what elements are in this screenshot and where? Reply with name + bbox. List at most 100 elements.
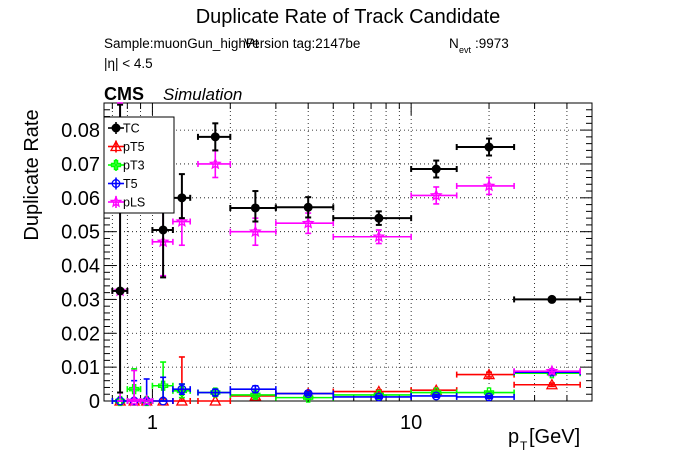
point-marker (372, 230, 386, 243)
point-marker (209, 394, 222, 406)
data-point (229, 190, 277, 223)
data-point (410, 159, 458, 179)
nevt-subscript: evt (459, 45, 472, 55)
data-point (275, 389, 335, 398)
data-point (171, 173, 192, 220)
legend-marker (109, 140, 123, 152)
data-point (455, 368, 515, 380)
point-marker (177, 384, 187, 394)
nevt-value: :9973 (475, 36, 509, 51)
axes: 1 10 0 0.01 0.02 0.03 0.04 0.05 0.06 0.07 0.08 (61, 102, 593, 434)
legend-entry-pls: pLS (108, 195, 145, 210)
point-marker (482, 368, 496, 380)
plot-frame (103, 102, 593, 402)
data-point (455, 392, 515, 402)
point-marker (175, 214, 189, 227)
legend-label: pT5 (123, 140, 145, 154)
data-series (111, 102, 582, 407)
point-marker (374, 213, 384, 223)
point-marker (303, 389, 313, 398)
y-tick-label: 0.03 (61, 289, 100, 311)
point-marker (429, 188, 443, 201)
point-marker (210, 132, 220, 142)
legend-marker (111, 123, 121, 133)
legend-label: pLS (123, 196, 145, 210)
nevt-label: N (449, 36, 459, 51)
sample-label: Sample:muonGun_highPt (104, 36, 259, 51)
point-marker (140, 394, 154, 407)
data-point (274, 196, 335, 219)
point-marker (210, 388, 220, 397)
data-point (229, 384, 277, 394)
y-tick-label: 0.05 (61, 222, 100, 244)
data-point (197, 394, 232, 406)
y-tick-label: 0.04 (61, 256, 100, 278)
series-tc (111, 103, 582, 394)
point-marker (114, 395, 126, 407)
legend-marker (110, 159, 122, 171)
data-point (513, 378, 581, 390)
legend: TC pT5 pT3 T5 pLS (103, 116, 175, 214)
y-axis-label: Duplicate Rate (21, 109, 43, 240)
legend-label: TC (123, 122, 140, 136)
grid-lines (104, 103, 592, 401)
x-axis-label-unit: [GeV] (529, 426, 580, 448)
data-point (410, 186, 458, 205)
data-point (455, 176, 515, 196)
point-marker (545, 378, 559, 390)
data-point (196, 122, 232, 152)
point-marker (301, 216, 315, 229)
y-tick-label: 0 (89, 391, 100, 413)
x-axis-label-main: p (508, 426, 519, 448)
legend-marker (111, 179, 121, 188)
point-marker (158, 225, 168, 235)
point-marker (177, 193, 187, 203)
point-marker (545, 364, 559, 377)
point-marker (175, 394, 188, 406)
experiment-label: CMS (104, 84, 144, 104)
data-point (513, 294, 582, 304)
point-marker (482, 179, 496, 192)
data-point (172, 383, 192, 396)
version-label: Version tag:2147be (244, 36, 360, 51)
x-tick-label: 1 (147, 412, 158, 434)
experiment-sub-label: Simulation (163, 85, 242, 104)
legend-label: pT3 (123, 159, 145, 173)
y-tick-label: 0.02 (61, 323, 100, 345)
data-point (229, 217, 277, 247)
x-tick-label: 10 (400, 412, 422, 434)
legend-entry-pt3: pT3 (108, 159, 145, 173)
eta-cut-label: |η| < 4.5 (104, 56, 153, 71)
legend-marker (109, 195, 123, 208)
legend-entry-t5: T5 (108, 177, 138, 191)
y-tick-label: 0.07 (61, 154, 100, 176)
x-axis-label: p T [GeV] (508, 426, 580, 455)
point-marker (157, 380, 169, 391)
point-marker (250, 384, 260, 394)
point-marker (374, 392, 384, 402)
point-marker (158, 396, 168, 406)
point-marker (547, 294, 557, 304)
point-marker (250, 203, 260, 213)
data-point (151, 376, 174, 406)
data-point (197, 149, 232, 179)
chart-title: Duplicate Rate of Track Candidate (196, 6, 501, 28)
point-marker (484, 392, 494, 402)
data-point (332, 210, 413, 226)
y-tick-label: 0.06 (61, 188, 100, 210)
legend-entry-pt5: pT5 (108, 140, 145, 154)
point-marker (431, 391, 441, 401)
point-marker (484, 142, 494, 152)
point-marker (127, 394, 141, 407)
data-point (197, 388, 232, 397)
data-point (513, 364, 581, 377)
data-point (139, 394, 154, 407)
data-point (332, 229, 412, 245)
y-tick-label: 0.08 (61, 120, 100, 142)
data-point (172, 356, 192, 406)
point-marker (115, 286, 125, 296)
point-marker (248, 224, 262, 238)
point-marker (210, 387, 221, 398)
x-axis-label-sub: T (520, 439, 528, 453)
